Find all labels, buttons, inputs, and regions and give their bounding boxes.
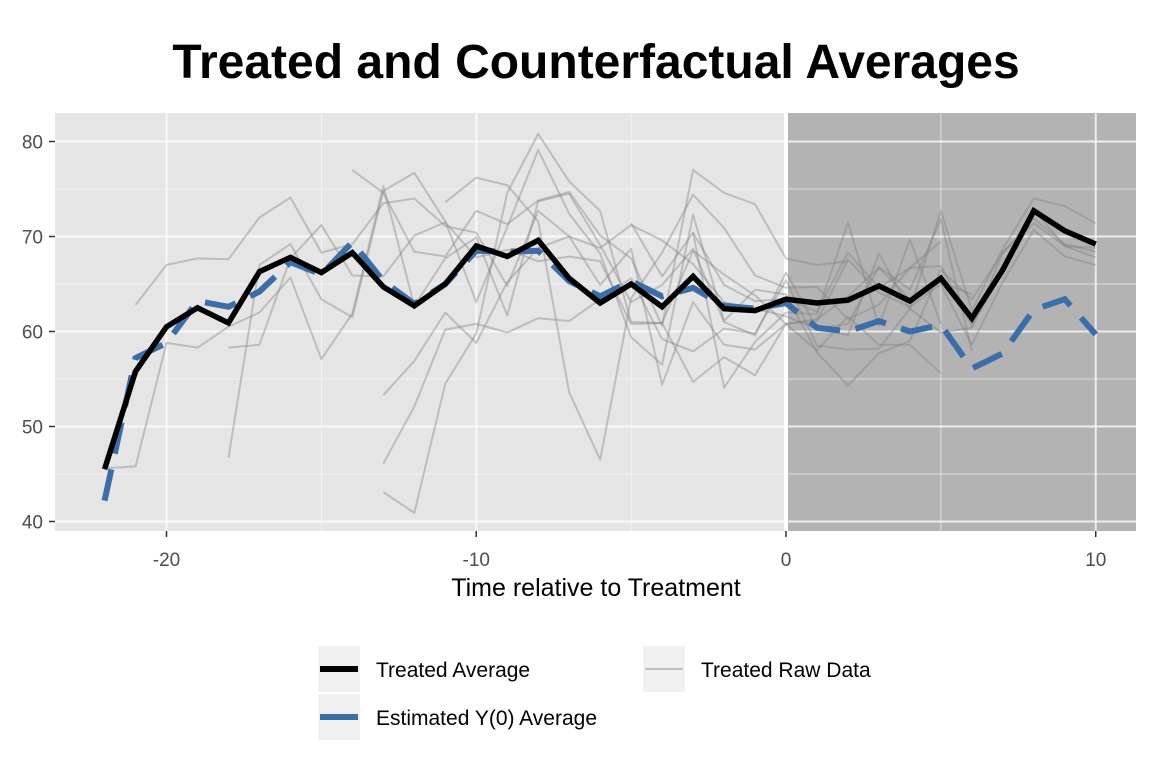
y-tick-label: 40 (22, 513, 43, 534)
legend-label: Treated Raw Data (701, 659, 871, 682)
plot-panel (55, 113, 1136, 531)
legend-label: Treated Average (376, 659, 530, 682)
average-lines (101, 206, 1098, 502)
raw-data-line (134, 196, 973, 352)
raw-data-line (104, 185, 1097, 470)
raw-data-line (351, 169, 849, 327)
legend-key-background (643, 646, 685, 692)
raw-data-line (382, 132, 973, 514)
post-treatment-shaded-region (785, 113, 1136, 531)
legend-label: Estimated Y(0) Average (376, 707, 597, 730)
raw-data-line (630, 221, 942, 389)
major-gridlines (55, 113, 1136, 531)
x-tick-label: -10 (463, 550, 490, 571)
y-tick-label: 70 (22, 228, 43, 249)
x-tick-label: -20 (153, 550, 180, 571)
y-axis: 40 50 60 70 80 (22, 133, 55, 534)
x-tick-label: 10 (1085, 550, 1106, 571)
minor-gridlines (55, 113, 1136, 531)
x-tick-label: 0 (781, 550, 792, 571)
x-axis-title: Time relative to Treatment (451, 574, 741, 602)
raw-data-line (227, 149, 1096, 459)
x-axis: -20 -10 0 10 (153, 531, 1106, 571)
legend: Treated Average Treated Raw Data Estimated… (318, 646, 871, 740)
y-tick-label: 60 (22, 323, 43, 344)
chart-title: Treated and Counterfactual Averages (172, 36, 1019, 89)
raw-data-line (444, 176, 942, 461)
y-tick-label: 50 (22, 418, 43, 439)
raw-data-line (382, 235, 942, 396)
y-tick-label: 80 (22, 133, 43, 154)
estimated-y0-average-line (101, 237, 1098, 502)
treated-average-line (101, 206, 1097, 471)
